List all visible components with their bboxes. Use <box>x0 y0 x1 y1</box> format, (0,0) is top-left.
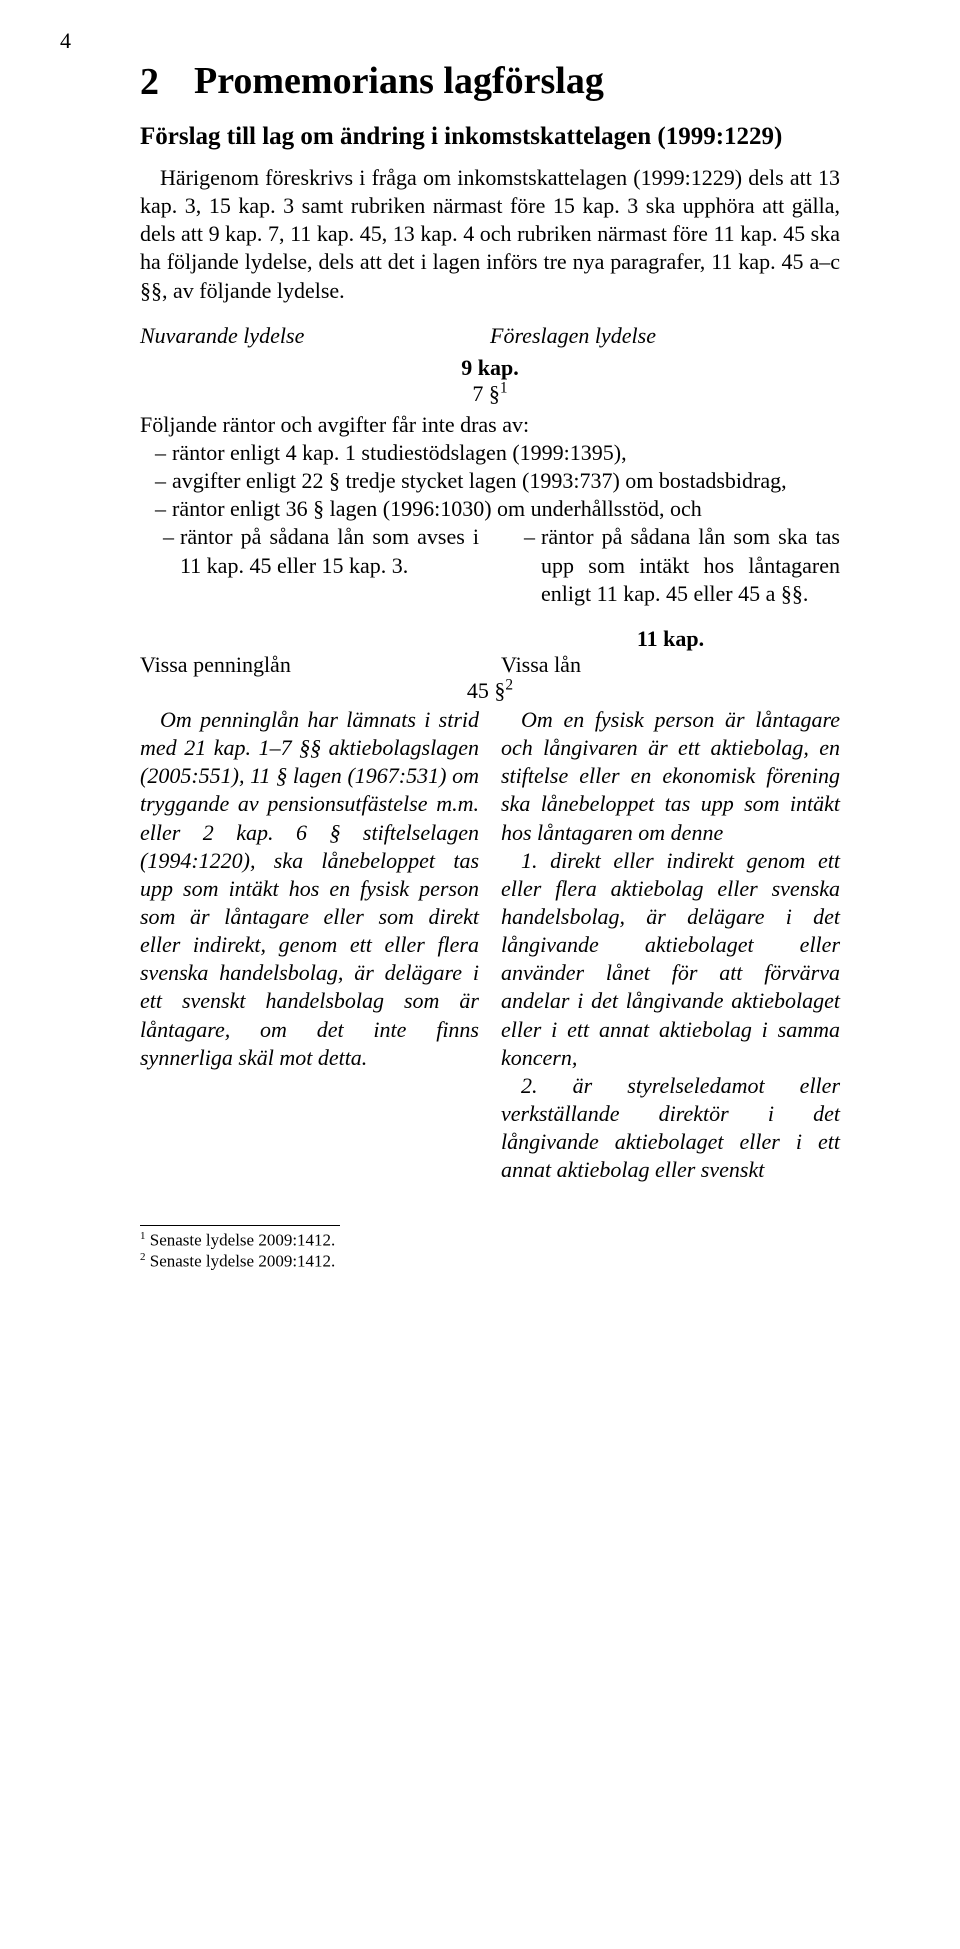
kap9-left-col: – räntor på sådana lån som avses i 11 ka… <box>140 523 479 607</box>
kap9-intro: Följande räntor och avgifter får inte dr… <box>140 411 840 439</box>
chapter-number: 2 <box>140 60 159 104</box>
chapter-title: Promemorians lagförslag <box>194 60 604 104</box>
kap9-right-col: – räntor på sådana lån som ska tas upp s… <box>501 523 840 607</box>
kap9-label: 9 kap. <box>140 355 840 381</box>
kap11-left-body: Om penninglån har lämnats i strid med 21… <box>140 706 479 1185</box>
col-header-left: Nuvarande lydelse <box>140 323 490 349</box>
subheading: Förslag till lag om ändring i inkomstska… <box>140 122 840 152</box>
footnote-2: 2 Senaste lydelse 2009:1412. <box>140 1251 840 1272</box>
footnote-ref-2: 2 <box>505 677 513 694</box>
kap11-para: 45 §2 <box>140 678 840 704</box>
kap11-left-subhead: Vissa penninglån <box>140 652 479 678</box>
kap9-item-3: – räntor enligt 36 § lagen (1996:1030) o… <box>140 495 840 523</box>
kap9-para: 7 §1 <box>140 381 840 407</box>
kap11-subhead-row: Vissa penninglån Vissa lån <box>140 652 840 678</box>
footnote-1: 1 Senaste lydelse 2009:1412. <box>140 1230 840 1251</box>
intro-paragraph: Härigenom föreskrivs i fråga om inkomsts… <box>140 164 840 305</box>
kap11-right-body: Om en fysisk person är låntagare och lån… <box>501 706 840 1185</box>
page-number: 4 <box>60 28 71 54</box>
chapter-heading: 2 Promemorians lagförslag <box>140 60 840 104</box>
kap9-item-1: – räntor enligt 4 kap. 1 studiestödslage… <box>140 439 840 467</box>
kap11-right-subhead: Vissa lån <box>501 652 840 678</box>
kap11-body: Om penninglån har lämnats i strid med 21… <box>140 706 840 1185</box>
col-header-right: Föreslagen lydelse <box>490 323 840 349</box>
kap11-label: 11 kap. <box>501 626 840 652</box>
kap11-left-head-cell <box>140 626 479 652</box>
kap9-split: – räntor på sådana lån som avses i 11 ka… <box>140 523 840 607</box>
footnote-rule <box>140 1225 340 1226</box>
kap11-head-row: 11 kap. <box>140 626 840 652</box>
footnote-ref-1: 1 <box>500 379 508 396</box>
kap9-item-2: – avgifter enligt 22 § tredje stycket la… <box>140 467 840 495</box>
column-headers: Nuvarande lydelse Föreslagen lydelse <box>140 323 840 349</box>
